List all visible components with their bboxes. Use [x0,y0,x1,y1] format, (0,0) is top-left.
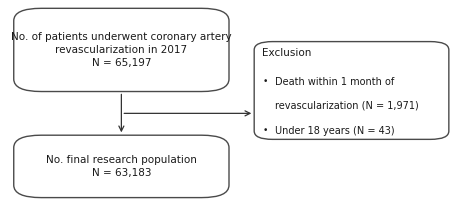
Text: No. of patients underwent coronary artery
revascularization in 2017
N = 65,197: No. of patients underwent coronary arter… [11,32,232,68]
Text: Exclusion: Exclusion [262,48,312,58]
Text: Under 18 years (N = 43): Under 18 years (N = 43) [275,126,395,136]
Text: No. final research population
N = 63,183: No. final research population N = 63,183 [46,155,197,178]
Text: Death within 1 month of: Death within 1 month of [275,77,394,87]
FancyBboxPatch shape [254,42,449,139]
FancyBboxPatch shape [14,135,229,198]
FancyBboxPatch shape [14,8,229,92]
Text: •: • [262,126,268,135]
Text: •: • [262,77,268,86]
Text: revascularization (N = 1,971): revascularization (N = 1,971) [275,101,419,111]
